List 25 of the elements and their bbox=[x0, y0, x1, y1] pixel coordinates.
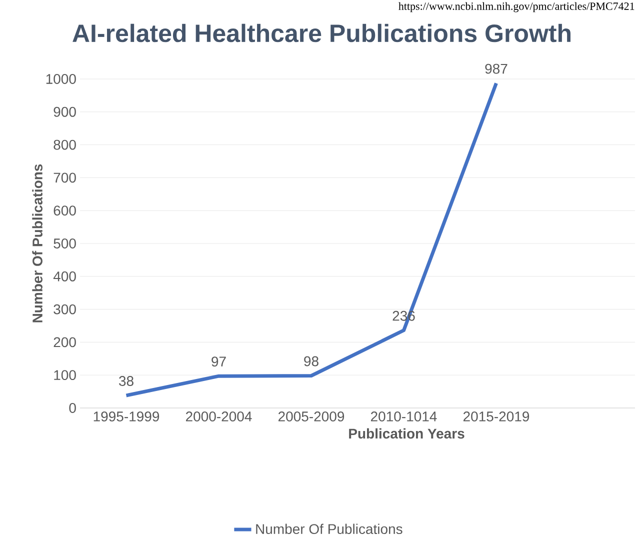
y-tick-label: 500 bbox=[54, 238, 76, 248]
x-tick-label: 2000-2004 bbox=[186, 412, 252, 422]
y-tick-label: 700 bbox=[54, 172, 76, 183]
x-axis-title: Publication Years bbox=[349, 428, 464, 439]
y-tick-label: 100 bbox=[54, 370, 76, 380]
y-tick-label: 200 bbox=[54, 337, 76, 348]
x-tick-label: 2010-1014 bbox=[370, 412, 437, 422]
y-tick-label: 400 bbox=[53, 271, 76, 282]
y-tick-label: 0 bbox=[69, 403, 76, 413]
x-tick-label: 1995-1999 bbox=[94, 412, 160, 422]
x-tick-label: 2005-2009 bbox=[278, 412, 344, 422]
data-label: 987 bbox=[485, 64, 508, 74]
y-tick-label: 600 bbox=[54, 206, 76, 216]
legend-label: Number Of Publications bbox=[256, 524, 402, 534]
text: https://www.ncbi.nlm.nih.gov/pmc/articles/PMC7421 bbox=[398, 2, 634, 12]
y-tick-label: 800 bbox=[54, 140, 76, 150]
data-label: 98 bbox=[304, 356, 318, 366]
y-tick-label: 300 bbox=[54, 304, 76, 314]
y-tick-label: 900 bbox=[54, 106, 76, 117]
y-tick-label: 1000 bbox=[46, 74, 76, 84]
y-axis-title: Number Of Publications bbox=[32, 164, 42, 322]
data-label: 38 bbox=[119, 376, 134, 386]
chart-title: AI-related Healthcare Publications Growth bbox=[72, 24, 570, 42]
x-tick-label: 2015-2019 bbox=[463, 412, 530, 422]
data-label: 97 bbox=[212, 356, 226, 367]
